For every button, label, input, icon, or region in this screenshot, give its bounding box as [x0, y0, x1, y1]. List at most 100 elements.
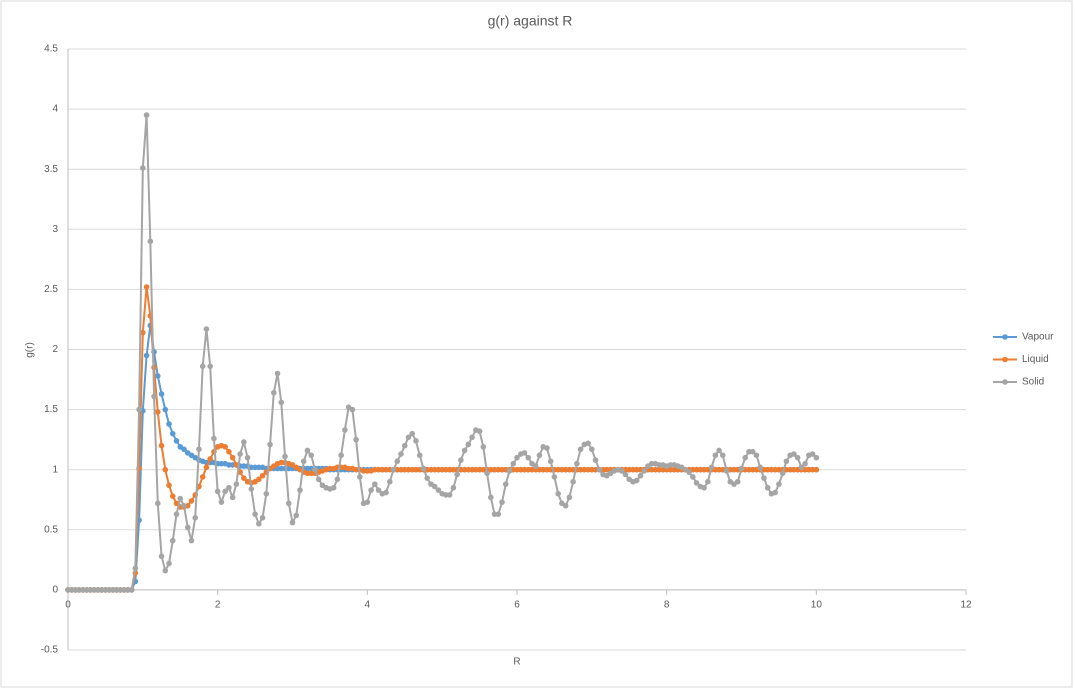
data-point [155, 500, 161, 507]
data-point [199, 474, 206, 480]
data-point [173, 438, 180, 444]
data-point [783, 458, 790, 465]
data-point [742, 454, 749, 461]
data-point [270, 389, 277, 396]
data-point [196, 446, 202, 453]
data-point [772, 489, 778, 496]
data-point [248, 486, 255, 492]
data-point [435, 487, 442, 493]
data-point [622, 471, 629, 478]
data-point [375, 487, 382, 493]
data-point [386, 478, 393, 485]
x-tick-label: 10 [811, 600, 823, 611]
data-point [304, 447, 311, 454]
data-point [555, 490, 561, 497]
data-point [383, 489, 389, 496]
data-point [151, 393, 157, 400]
data-point [424, 475, 431, 481]
data-point [753, 452, 760, 459]
data-point [738, 465, 745, 472]
data-point [577, 446, 584, 453]
data-point [716, 447, 722, 454]
data-point [330, 484, 337, 491]
data-point [368, 487, 374, 493]
data-point [532, 463, 539, 469]
data-point [637, 472, 644, 479]
data-point [278, 399, 285, 406]
data-point [712, 452, 719, 459]
data-point [723, 468, 730, 474]
data-point [589, 446, 595, 453]
data-point [241, 439, 247, 445]
data-point [469, 434, 475, 441]
data-point [147, 238, 154, 245]
data-point [398, 451, 404, 457]
data-point [525, 454, 532, 461]
data-point [143, 112, 150, 118]
x-tick-label: 12 [960, 600, 972, 611]
y-tick-label: 0 [52, 585, 58, 596]
data-point [207, 363, 213, 370]
data-point [798, 464, 805, 471]
data-point [761, 475, 767, 481]
data-point [256, 520, 262, 527]
data-point [297, 487, 303, 493]
data-point [169, 493, 176, 499]
data-point [136, 406, 142, 413]
data-point [499, 499, 505, 505]
data-point [450, 484, 457, 491]
legend-label: Solid [1022, 377, 1044, 388]
data-point [188, 537, 195, 544]
data-point [241, 475, 247, 481]
data-point [495, 511, 502, 517]
data-point [199, 363, 206, 370]
data-point [342, 427, 348, 433]
data-point [315, 476, 322, 483]
data-point [405, 434, 412, 441]
data-point [308, 452, 315, 459]
data-point [794, 454, 801, 461]
data-point [592, 457, 599, 463]
data-point [259, 472, 266, 479]
data-point [226, 448, 232, 455]
y-tick-label: 1 [52, 464, 58, 475]
data-point [776, 481, 782, 487]
data-point [244, 454, 251, 461]
data-point [203, 326, 210, 332]
data-point [349, 406, 356, 413]
x-tick-label: 6 [514, 600, 520, 611]
data-point [263, 490, 270, 497]
data-point [188, 498, 195, 504]
data-point [181, 446, 187, 453]
data-point [562, 502, 569, 509]
data-point [140, 165, 146, 171]
data-point [334, 476, 341, 483]
data-point [158, 553, 165, 560]
data-point [458, 457, 464, 463]
data-point [158, 442, 165, 449]
data-point [312, 466, 318, 473]
data-point [181, 502, 187, 509]
data-point [574, 460, 580, 467]
data-point [207, 456, 213, 462]
data-point [690, 474, 696, 480]
data-point [476, 428, 483, 435]
data-point [813, 454, 820, 461]
legend-marker [1002, 334, 1008, 340]
data-point [237, 451, 243, 457]
data-point [364, 499, 371, 505]
y-tick-label: 0.5 [44, 524, 58, 535]
y-tick-label: 2.5 [44, 284, 58, 295]
data-point [454, 471, 460, 478]
data-point [169, 537, 176, 544]
data-point [192, 514, 199, 521]
data-point [431, 483, 438, 490]
data-point [162, 567, 169, 574]
chart-title: g(r) against R [488, 13, 573, 29]
data-point [357, 474, 363, 480]
data-point [140, 329, 146, 336]
y-tick-label: 3.5 [44, 164, 58, 175]
data-point [618, 468, 625, 474]
